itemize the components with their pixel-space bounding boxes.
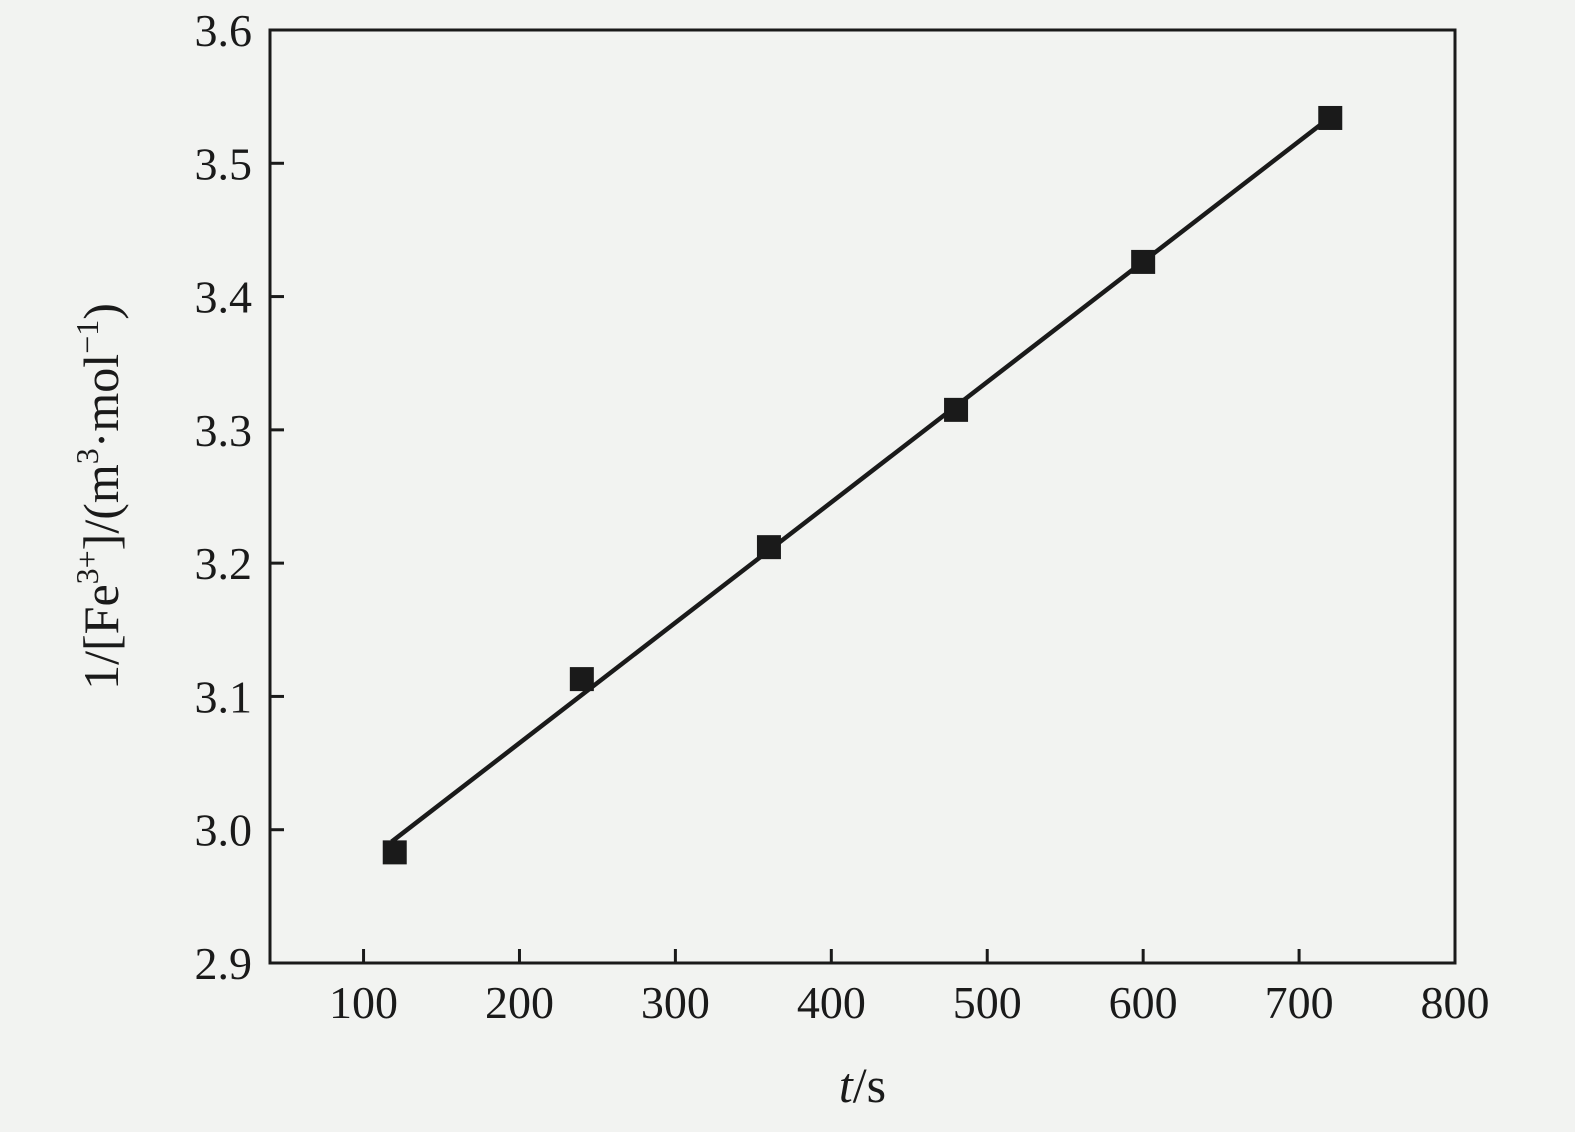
y-tick-label: 3.3 bbox=[195, 405, 253, 456]
data-point-marker bbox=[944, 397, 969, 422]
y-tick-label: 3.5 bbox=[195, 138, 253, 189]
fit-line bbox=[390, 108, 1341, 844]
x-axis-label: t/s bbox=[839, 1057, 886, 1113]
y-tick-label: 3.0 bbox=[195, 805, 253, 856]
y-tick-label: 3.4 bbox=[195, 272, 253, 323]
x-tick-label: 500 bbox=[953, 977, 1022, 1028]
y-tick-label: 3.1 bbox=[195, 671, 253, 722]
data-point-marker bbox=[1131, 249, 1156, 274]
y-tick-label: 3.2 bbox=[195, 538, 253, 589]
x-tick-label: 200 bbox=[485, 977, 554, 1028]
x-tick-label: 600 bbox=[1109, 977, 1178, 1028]
data-point-marker bbox=[569, 667, 594, 692]
data-point-marker bbox=[1318, 105, 1343, 130]
x-tick-label: 700 bbox=[1265, 977, 1334, 1028]
plot-frame bbox=[268, 28, 1457, 965]
y-tick-label: 2.9 bbox=[195, 938, 253, 989]
data-point-marker bbox=[756, 535, 781, 560]
x-tick-label: 300 bbox=[641, 977, 710, 1028]
y-tick-label: 3.6 bbox=[195, 5, 253, 56]
data-point-marker bbox=[382, 840, 407, 865]
y-axis-label: 1/[Fe3+]/(m3·mol−1) bbox=[69, 303, 129, 690]
x-tick-label: 100 bbox=[329, 977, 398, 1028]
x-tick-label: 800 bbox=[1421, 977, 1490, 1028]
x-tick-label: 400 bbox=[797, 977, 866, 1028]
